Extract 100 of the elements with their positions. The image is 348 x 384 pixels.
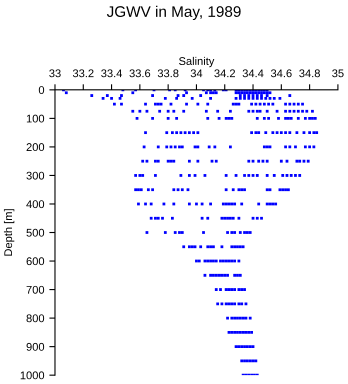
point <box>238 97 242 100</box>
point <box>258 110 262 113</box>
point <box>162 202 166 206</box>
point <box>212 274 215 277</box>
point <box>274 202 278 206</box>
point <box>238 316 242 320</box>
point <box>237 188 240 192</box>
point <box>246 360 249 362</box>
x-tick-label: 34.8 <box>299 69 320 78</box>
point <box>247 94 250 97</box>
point <box>154 102 157 106</box>
y-tick-label: 600 <box>26 257 44 266</box>
point <box>170 160 172 163</box>
point <box>237 102 240 106</box>
point <box>236 245 239 248</box>
point <box>141 174 144 177</box>
point <box>250 102 254 106</box>
point <box>230 231 234 234</box>
point <box>134 174 138 177</box>
point <box>276 131 278 134</box>
point <box>266 146 269 148</box>
point <box>118 97 122 100</box>
point <box>247 330 250 334</box>
point <box>220 274 224 277</box>
point <box>154 174 157 177</box>
point <box>252 216 254 220</box>
point <box>244 316 248 320</box>
point <box>136 117 138 120</box>
point <box>233 202 236 206</box>
point <box>262 146 266 148</box>
point <box>154 160 157 163</box>
point <box>146 231 148 234</box>
point <box>137 188 140 192</box>
point <box>188 160 191 163</box>
point <box>237 288 240 291</box>
point <box>234 345 238 348</box>
point <box>260 97 263 100</box>
point <box>244 302 248 306</box>
point <box>284 110 287 113</box>
point <box>243 174 246 177</box>
y-tick-label: 900 <box>26 342 44 351</box>
point <box>284 117 287 120</box>
point <box>243 188 246 192</box>
point <box>138 174 142 177</box>
point <box>268 188 272 192</box>
point <box>296 117 300 120</box>
point <box>301 110 304 113</box>
point <box>175 117 178 120</box>
point <box>237 91 240 94</box>
point <box>311 117 314 120</box>
point <box>224 202 228 206</box>
point <box>262 117 266 120</box>
point <box>250 131 254 134</box>
point <box>220 245 224 248</box>
point <box>212 245 215 248</box>
point <box>271 102 274 106</box>
point <box>179 174 182 177</box>
point <box>233 231 236 234</box>
point <box>288 146 292 148</box>
point <box>176 94 180 97</box>
point <box>256 97 259 100</box>
point <box>252 174 254 177</box>
point <box>238 231 242 234</box>
point <box>219 288 222 291</box>
point <box>200 202 204 206</box>
point <box>196 146 200 148</box>
point <box>240 360 244 362</box>
point <box>308 131 312 134</box>
point <box>260 94 263 97</box>
point <box>229 146 232 148</box>
point <box>252 91 254 94</box>
y-tick-label: 100 <box>26 114 44 123</box>
point <box>236 330 239 334</box>
point <box>228 302 230 306</box>
point <box>292 102 296 106</box>
point <box>208 146 211 148</box>
point <box>250 330 254 334</box>
point <box>198 260 201 262</box>
point <box>234 91 238 94</box>
point <box>209 97 212 100</box>
x-tick-label: 33.4 <box>101 69 122 78</box>
point <box>281 174 284 177</box>
y-tick-label: 300 <box>26 172 44 180</box>
point <box>243 94 246 97</box>
point <box>262 102 266 106</box>
point <box>284 102 287 106</box>
point <box>272 97 276 100</box>
point <box>278 97 282 100</box>
point <box>242 316 245 320</box>
point <box>230 330 234 334</box>
point <box>243 288 246 291</box>
point <box>110 97 113 100</box>
point <box>260 91 263 94</box>
point <box>237 345 240 348</box>
point <box>252 360 254 362</box>
point <box>308 146 312 148</box>
point <box>230 288 234 291</box>
point <box>308 117 312 120</box>
point <box>304 146 307 148</box>
point <box>240 202 244 206</box>
